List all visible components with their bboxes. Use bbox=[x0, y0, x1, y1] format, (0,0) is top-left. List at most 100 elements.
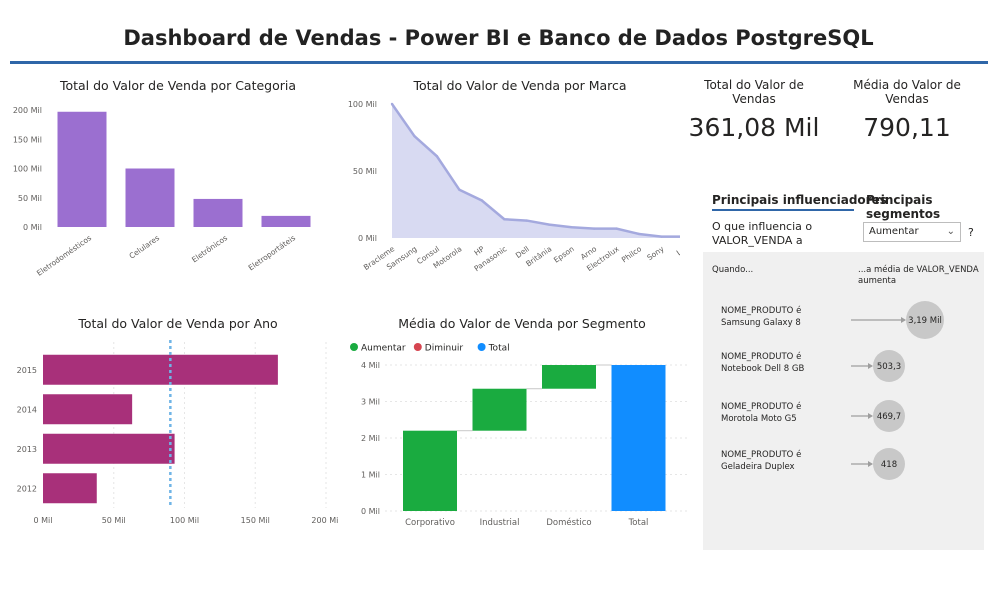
x-tick-label: Eletrônicos bbox=[190, 233, 229, 264]
tab-active-indicator bbox=[712, 209, 854, 211]
bar bbox=[43, 394, 133, 425]
influencers-panel bbox=[703, 252, 984, 550]
x-tick-label: 0 Mil bbox=[34, 516, 53, 525]
influence-direction-value: Aumentar bbox=[869, 226, 919, 237]
data-point bbox=[592, 227, 596, 230]
area-fill bbox=[392, 104, 680, 238]
legend-marker bbox=[413, 343, 422, 351]
influencer-question: O que influencia o VALOR_VENDA a bbox=[712, 220, 812, 248]
y-tick-label: 200 Mil bbox=[13, 106, 42, 115]
data-point bbox=[413, 134, 416, 138]
x-tick-label: 150 Mil bbox=[241, 516, 270, 525]
arrow-head bbox=[868, 413, 873, 419]
data-point bbox=[480, 199, 484, 202]
influencer-bubble-value: 469,7 bbox=[877, 412, 901, 422]
y-tick-label: 1 Mil bbox=[361, 471, 380, 480]
bar bbox=[193, 198, 243, 227]
tab-key-influencers[interactable]: Principais influenciadores bbox=[712, 193, 887, 207]
x-tick-label: 50 Mil bbox=[102, 516, 126, 525]
tab-top-segments[interactable]: Principais segmentos bbox=[866, 193, 941, 221]
influencer-bubble bbox=[906, 301, 944, 339]
y-tick-label: 2013 bbox=[17, 445, 37, 454]
bar bbox=[611, 365, 666, 511]
legend-marker bbox=[350, 343, 358, 351]
bar bbox=[43, 354, 278, 385]
y-tick-label: 2 Mil bbox=[361, 434, 380, 443]
influencer-value-name: Samsung Galaxy 8 bbox=[721, 318, 801, 328]
x-tick-label: HP bbox=[472, 244, 486, 257]
chevron-down-icon: ⌄ bbox=[946, 226, 955, 237]
x-tick-label: Corporativo bbox=[405, 518, 455, 528]
bar bbox=[472, 388, 527, 431]
x-tick-label: Doméstico bbox=[546, 517, 591, 528]
x-tick-label: Philco bbox=[620, 244, 644, 264]
series-line bbox=[390, 103, 680, 238]
category-bar-chart[interactable]: Total do Valor de Venda por Categoria 0 M… bbox=[8, 72, 328, 292]
title-divider bbox=[10, 61, 988, 64]
data-point bbox=[548, 223, 551, 226]
y-tick-label: 100 Mil bbox=[348, 100, 377, 109]
year-bar-chart[interactable]: Total do Valor de Venda por Ano 0 Mil 50 M… bbox=[8, 310, 338, 535]
influencer-field: NOME_PRODUTO é bbox=[721, 449, 801, 460]
average-increase-line1: ...a média de VALOR_VENDA bbox=[858, 265, 979, 275]
data-point bbox=[637, 232, 641, 236]
bar bbox=[125, 168, 175, 227]
data-point bbox=[660, 235, 663, 238]
influencer-list[interactable]: NOME_PRODUTO é Samsung Galaxy 8 3,19 Mil NO… bbox=[703, 290, 984, 490]
legend-label: Aumentar bbox=[361, 344, 406, 354]
data-point bbox=[503, 218, 506, 221]
x-tick-label: Industrial bbox=[480, 518, 520, 528]
chart-title: Média do Valor de Venda por Segmento bbox=[398, 316, 646, 331]
influencer-value-name: Morotola Moto G5 bbox=[721, 414, 797, 424]
x-tick-label: Eletrodomésticos bbox=[35, 233, 93, 278]
chart-title: Total do Valor de Venda por Marca bbox=[412, 78, 626, 93]
influencer-value-name: Notebook Dell 8 GB bbox=[721, 364, 804, 374]
influencer-value-name: Geladeira Duplex bbox=[721, 462, 795, 472]
data-point bbox=[570, 226, 573, 229]
bar bbox=[43, 433, 175, 464]
x-tick-label: Celulares bbox=[127, 233, 161, 260]
y-tick-label: 2012 bbox=[17, 484, 37, 493]
bar bbox=[542, 365, 596, 389]
influencer-field: NOME_PRODUTO é bbox=[721, 351, 801, 362]
influencer-field: NOME_PRODUTO é bbox=[721, 401, 801, 412]
brand-area-chart[interactable]: Total do Valor de Venda por Marca 0 Mil 50… bbox=[340, 72, 680, 292]
bar bbox=[57, 111, 107, 227]
legend-label: Total bbox=[488, 344, 510, 354]
influence-direction-select[interactable]: Aumentar ⌄ bbox=[863, 222, 961, 242]
page-title: Dashboard de Vendas - Power BI e Banco d… bbox=[123, 26, 874, 50]
y-tick-label: 0 Mil bbox=[23, 223, 42, 232]
x-tick-label: 100 Mil bbox=[170, 516, 199, 525]
average-increase-label: ...a média de VALOR_VENDA aumenta bbox=[858, 265, 979, 287]
x-tick-label: Eletroportáteis bbox=[247, 233, 298, 272]
influencer-field: NOME_PRODUTO é bbox=[721, 305, 801, 316]
segment-waterfall-chart[interactable]: Média do Valor de Venda por Segmento Aume… bbox=[340, 310, 695, 535]
influencer-bubble bbox=[873, 400, 905, 432]
legend-label: Diminuir bbox=[425, 344, 464, 354]
y-tick-label: 3 Mil bbox=[361, 398, 380, 407]
data-point bbox=[615, 227, 618, 230]
bar bbox=[43, 473, 97, 504]
when-label: Quando... bbox=[712, 265, 754, 275]
influencer-bubble bbox=[873, 448, 905, 480]
influencer-bubble-value: 418 bbox=[881, 460, 897, 470]
arrow-head bbox=[868, 461, 873, 467]
x-tick-label: Britânia bbox=[524, 244, 553, 268]
influencer-question-line1: O que influencia o bbox=[712, 220, 813, 233]
influencer-question-line2: VALOR_VENDA a bbox=[712, 234, 803, 247]
x-tick-label: Epson bbox=[552, 244, 576, 265]
arrow-head bbox=[868, 363, 873, 369]
kpi-total-value: 361,08 Mil bbox=[688, 113, 820, 142]
help-icon[interactable]: ? bbox=[968, 226, 974, 239]
y-tick-label: 50 Mil bbox=[353, 167, 377, 176]
average-increase-line2: aumenta bbox=[858, 276, 897, 286]
y-tick-label: 2015 bbox=[17, 366, 37, 375]
y-tick-label: 4 Mil bbox=[361, 361, 380, 370]
x-tick-label: LG bbox=[675, 244, 680, 257]
data-point bbox=[525, 219, 528, 222]
bar bbox=[261, 215, 311, 227]
kpi-average-value: 790,11 bbox=[863, 113, 951, 142]
y-tick-label: 2014 bbox=[17, 405, 37, 414]
legend-marker bbox=[477, 343, 486, 351]
bar bbox=[403, 430, 457, 511]
